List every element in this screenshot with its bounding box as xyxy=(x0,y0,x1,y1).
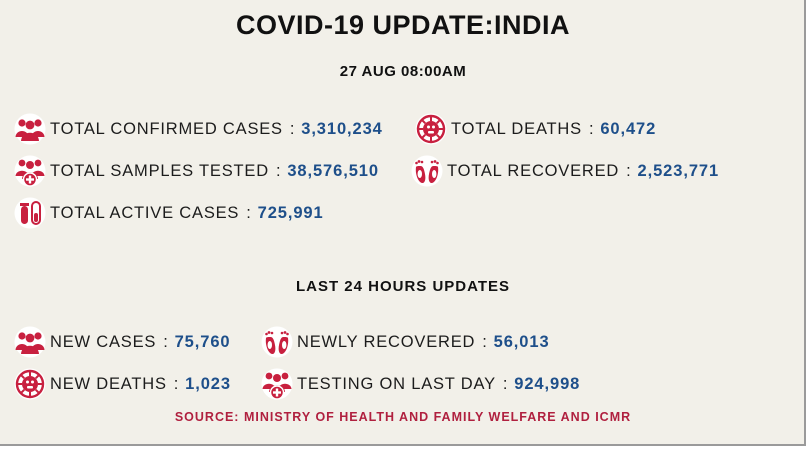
stat-total-deaths: TOTAL DEATHS : 60,472 xyxy=(415,113,656,145)
stat-label: TESTING ON LAST DAY xyxy=(297,374,496,393)
test-tube-icon xyxy=(14,197,46,229)
page-title: COVID-19 UPDATE:INDIA xyxy=(235,10,571,40)
stat-value: 725,991 xyxy=(257,203,324,222)
stat-new-deaths: NEW DEATHS : 1,023 xyxy=(14,368,231,400)
stat-testing-last-day: TESTING ON LAST DAY : 924,998 xyxy=(261,368,580,400)
stat-separator: : xyxy=(246,203,252,222)
stat-value: 60,472 xyxy=(600,119,657,138)
stat-total-samples-tested: TOTAL SAMPLES TESTED : 38,576,510 xyxy=(14,155,379,187)
stat-label: NEWLY RECOVERED xyxy=(297,332,476,351)
people-group-icon xyxy=(14,326,46,358)
footprints-icon xyxy=(261,326,293,358)
stat-separator: : xyxy=(588,119,595,138)
covid-update-panel: COVID-19 UPDATE:INDIA 27 AUG 08:00AM TOT… xyxy=(0,0,806,446)
stat-label: TOTAL ACTIVE CASES xyxy=(50,203,240,222)
stat-label: NEW CASES xyxy=(50,332,157,351)
update-date: 27 AUG 08:00AM xyxy=(339,63,467,80)
stat-new-cases: NEW CASES : 75,760 xyxy=(14,326,230,358)
stat-value: 75,760 xyxy=(174,332,231,351)
section-heading-last-24-hours: LAST 24 HOURS UPDATES xyxy=(295,278,511,295)
people-group-icon xyxy=(14,113,46,145)
stat-separator: : xyxy=(482,332,488,351)
stat-separator: : xyxy=(173,374,180,393)
people-test-icon xyxy=(14,155,46,187)
stat-total-active: TOTAL ACTIVE CASES : 725,991 xyxy=(14,197,324,229)
source-credit: SOURCE: MINISTRY OF HEALTH AND FAMILY WE… xyxy=(174,410,632,424)
stat-label: NEW DEATHS xyxy=(50,374,167,393)
stat-separator: : xyxy=(502,374,509,393)
stat-value: 924,998 xyxy=(514,374,581,393)
stat-total-recovered: TOTAL RECOVERED : 2,523,771 xyxy=(411,155,719,187)
stat-value: 1,023 xyxy=(185,374,231,393)
people-test-icon xyxy=(261,368,293,400)
stat-value: 38,576,510 xyxy=(287,161,379,180)
stat-label: TOTAL CONFIRMED CASES xyxy=(50,119,283,138)
stat-newly-recovered: NEWLY RECOVERED : 56,013 xyxy=(261,326,550,358)
stat-value: 2,523,771 xyxy=(637,161,720,180)
stat-label: TOTAL RECOVERED xyxy=(447,161,620,180)
stat-label: TOTAL SAMPLES TESTED xyxy=(50,161,269,180)
stat-value: 3,310,234 xyxy=(301,119,383,138)
stat-value: 56,013 xyxy=(493,332,550,351)
stat-separator: : xyxy=(275,161,282,180)
stat-total-confirmed: TOTAL CONFIRMED CASES : 3,310,234 xyxy=(14,113,383,145)
stat-separator: : xyxy=(163,332,169,351)
virus-death-icon xyxy=(14,368,46,400)
stat-separator: : xyxy=(626,161,632,180)
virus-death-icon xyxy=(415,113,447,145)
footprints-icon xyxy=(411,155,443,187)
stat-label: TOTAL DEATHS xyxy=(451,119,582,138)
stat-separator: : xyxy=(289,119,296,138)
